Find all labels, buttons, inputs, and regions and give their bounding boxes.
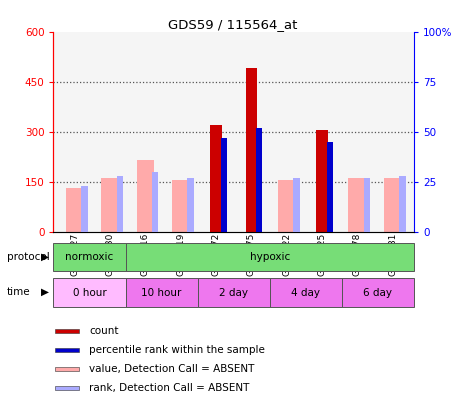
Text: value, Detection Call = ABSENT: value, Detection Call = ABSENT <box>89 364 255 374</box>
Bar <box>293 178 300 232</box>
Text: normoxic: normoxic <box>66 252 113 262</box>
Text: GDS59 / 115564_at: GDS59 / 115564_at <box>168 18 297 31</box>
Bar <box>348 178 366 232</box>
Bar <box>198 278 270 307</box>
Bar <box>278 180 295 232</box>
Text: ▶: ▶ <box>41 287 49 297</box>
Bar <box>256 128 262 232</box>
Bar <box>210 125 222 232</box>
Text: count: count <box>89 326 119 336</box>
Bar <box>364 178 371 232</box>
Bar <box>126 243 414 271</box>
Bar <box>220 138 227 232</box>
Bar <box>126 278 198 307</box>
Bar <box>55 386 79 390</box>
Text: ▶: ▶ <box>41 251 49 262</box>
Text: rank, Detection Call = ABSENT: rank, Detection Call = ABSENT <box>89 383 250 393</box>
Bar <box>384 178 401 232</box>
Text: 2 day: 2 day <box>219 287 248 298</box>
Bar <box>399 176 406 232</box>
Text: hypoxic: hypoxic <box>250 252 290 262</box>
Bar <box>55 348 79 352</box>
Text: percentile rank within the sample: percentile rank within the sample <box>89 345 266 355</box>
Bar <box>53 278 126 307</box>
Bar <box>55 367 79 371</box>
Bar <box>316 130 328 232</box>
Text: 4 day: 4 day <box>291 287 320 298</box>
Text: 0 hour: 0 hour <box>73 287 106 298</box>
Bar <box>342 278 414 307</box>
Text: 6 day: 6 day <box>363 287 392 298</box>
Bar <box>246 69 257 232</box>
Bar <box>326 142 333 232</box>
Bar <box>55 329 79 333</box>
Bar <box>101 178 119 232</box>
Bar <box>152 172 159 232</box>
Bar <box>172 180 190 232</box>
Bar <box>66 188 84 232</box>
Bar <box>53 243 126 271</box>
Bar <box>137 160 154 232</box>
Text: time: time <box>7 287 31 297</box>
Text: protocol: protocol <box>7 251 50 262</box>
Bar <box>81 186 88 232</box>
Bar <box>270 278 342 307</box>
Text: 10 hour: 10 hour <box>141 287 182 298</box>
Bar <box>117 176 123 232</box>
Bar <box>187 178 194 232</box>
